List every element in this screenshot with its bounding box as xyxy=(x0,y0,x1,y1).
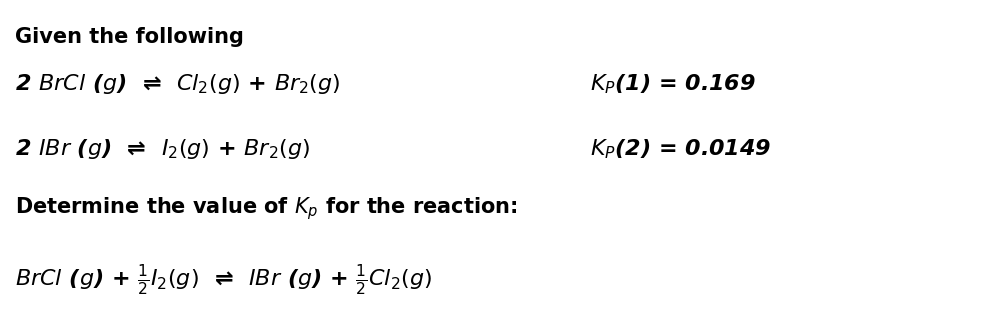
Text: Determine the value of $K_p$ for the reaction:: Determine the value of $K_p$ for the rea… xyxy=(15,195,518,222)
Text: $K_P$(2) = 0.0149: $K_P$(2) = 0.0149 xyxy=(590,137,771,161)
Text: $\mathit{BrCl}$ ($\mathit{g}$) + $\frac{1}{2}\mathit{I}_2(\mathit{g})$  ⇌  $\mat: $\mathit{BrCl}$ ($\mathit{g}$) + $\frac{… xyxy=(15,262,432,297)
Text: 2 $\mathit{IBr}$ ($\mathit{g}$)  ⇌  $\mathit{I}_2(\mathit{g})$ + $\mathit{Br}_2(: 2 $\mathit{IBr}$ ($\mathit{g}$) ⇌ $\math… xyxy=(15,137,310,161)
Text: 2 $\mathit{BrCl}$ ($\mathit{g}$)  ⇌  $\mathit{Cl}_2(\mathit{g})$ + $\mathit{Br}_: 2 $\mathit{BrCl}$ ($\mathit{g}$) ⇌ $\mat… xyxy=(15,72,341,96)
Text: Given the following: Given the following xyxy=(15,27,244,47)
Text: $K_P$(1) = 0.169: $K_P$(1) = 0.169 xyxy=(590,72,756,95)
